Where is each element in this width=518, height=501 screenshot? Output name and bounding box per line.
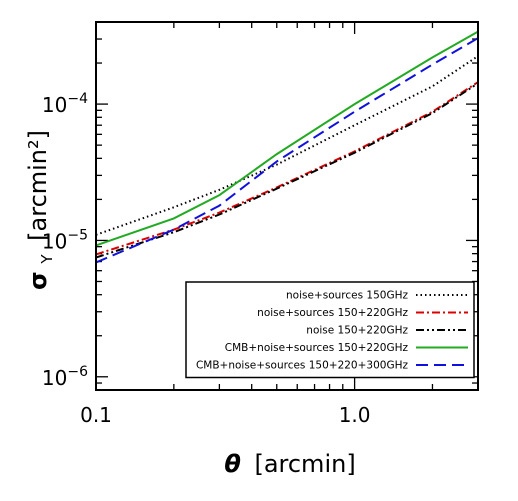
x-axis-symbol: θ (224, 450, 241, 478)
x-axis-label: θ [arcmin] (224, 450, 355, 478)
legend: noise+sources 150GHz noise+sources 150+22… (185, 281, 475, 379)
y-axis-label: σ Y [arcmin²] (24, 130, 58, 290)
tick-labels: 0.1 1.0 10−6 10−5 10−4 (42, 91, 371, 427)
legend-label: CMB+noise+sources 150+220+300GHz (196, 360, 409, 372)
x-tick-label: 1.0 (339, 403, 371, 427)
y-tick-label: 10−4 (42, 91, 88, 117)
y-tick-label: 10−6 (42, 364, 88, 390)
series-line-1 (95, 55, 479, 236)
legend-label: noise+sources 150+220GHz (257, 307, 408, 319)
y-axis-unit: [arcmin²] (24, 130, 52, 241)
series-line-2 (95, 81, 479, 256)
y-axis-symbol: σ (24, 271, 52, 290)
y-axis-subscript: Y (38, 254, 56, 265)
x-axis-unit: [arcmin] (254, 450, 355, 478)
legend-box (185, 281, 475, 379)
legend-label: CMB+noise+sources 150+220GHz (225, 342, 409, 354)
y-tick-label: 10−5 (42, 227, 88, 253)
x-tick-label: 0.1 (80, 403, 112, 427)
legend-label: noise+sources 150GHz (286, 290, 408, 302)
series-line-4 (95, 30, 479, 247)
series-lines (95, 30, 479, 264)
plot-frame (95, 21, 479, 391)
legend-label: noise 150+220GHz (306, 325, 408, 337)
series-line-5 (95, 37, 479, 264)
series-line-3 (95, 82, 479, 259)
